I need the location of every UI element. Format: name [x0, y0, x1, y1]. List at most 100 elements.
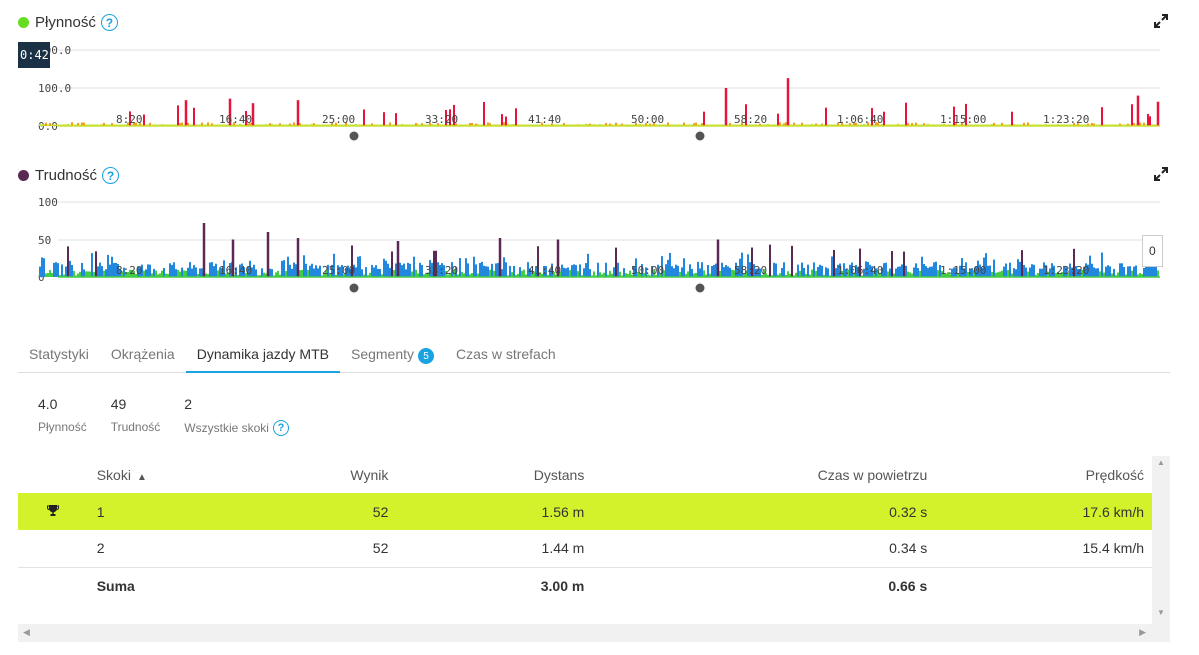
x-tick-label: 1:23:20: [1043, 264, 1089, 277]
summary-value: 2: [184, 396, 193, 412]
series-spikes: [39, 78, 1160, 126]
y-tick-label: 50: [38, 234, 51, 247]
x-tick-label: 16:40: [219, 113, 252, 126]
summary-label-row: Wszystkie skoki ?: [184, 420, 289, 436]
sort-asc-icon: ▲: [136, 471, 147, 483]
y-tick-label: 100.0: [38, 82, 71, 95]
total-row: Suma 3.00 m 0.66 s: [18, 567, 1152, 604]
total-label: Suma: [96, 577, 135, 594]
plynnosc-title-label: Płynność: [35, 14, 96, 31]
help-icon[interactable]: ?: [272, 420, 289, 436]
x-tick-label: 8:20: [116, 113, 143, 126]
summary-label: Wszystkie skoki: [184, 421, 269, 435]
summary-trudnosc: 49 Trudność: [111, 396, 161, 436]
lap-marker-icon[interactable]: [349, 283, 359, 293]
trudnosc-legend-dot: [18, 170, 29, 181]
x-tick-label: 16:40: [219, 264, 252, 277]
plynnosc-chart-title: Płynność ?: [18, 14, 118, 31]
tab-okrazenia[interactable]: Okrążenia: [100, 336, 186, 373]
x-tick-label: 1:06:40: [837, 264, 883, 277]
y-tick-label: 0.0: [38, 120, 58, 133]
tab-label: Segmenty: [350, 346, 415, 362]
lap-marker-icon[interactable]: [695, 283, 705, 293]
header-wynik[interactable]: Wynik: [350, 466, 389, 483]
tab-bar: Statystyki Okrążenia Dynamika jazdy MTB …: [18, 336, 1170, 373]
cell-czas: 0.34 s: [592, 530, 936, 568]
tab-label: Czas w strefach: [456, 346, 556, 362]
cell-predkosc: 15.4 km/h: [935, 530, 1152, 568]
x-tick-label: 33:20: [425, 264, 458, 277]
tab-segmenty[interactable]: Segmenty 5: [340, 336, 445, 373]
scroll-up-icon[interactable]: ▲: [1157, 458, 1165, 467]
cell-dystans: 1.56 m: [396, 493, 593, 530]
mtb-summary: 4.0 Płynność 49 Trudność 2 Wszystkie sko…: [38, 396, 313, 436]
summary-label: Płynność: [38, 420, 87, 434]
x-tick-label: 50:00: [631, 113, 664, 126]
total-predkosc: [935, 567, 1152, 604]
x-tick-label: 41:40: [528, 264, 561, 277]
trudnosc-chart: Trudność ? 100 50 0 8:20 16:40 25:00 33:20 41:4…: [18, 167, 1168, 297]
header-skoki[interactable]: Skoki ▲: [89, 456, 286, 493]
vertical-scrollbar[interactable]: ▲ ▼: [1152, 456, 1170, 642]
table-row[interactable]: 1 52 1.56 m 0.32 s 17.6 km/h: [18, 493, 1152, 530]
time-tooltip: 0:42: [18, 42, 50, 68]
tab-statystyki[interactable]: Statystyki: [18, 336, 100, 373]
table-row[interactable]: 2 52 1.44 m 0.34 s 15.4 km/h: [18, 530, 1152, 568]
summary-value: 4.0: [38, 396, 58, 412]
help-icon[interactable]: ?: [100, 14, 118, 31]
x-tick-label: 50:00: [631, 264, 664, 277]
trudnosc-plot[interactable]: 100 50 0 8:20 16:40 25:00 33:20 41:40 50:00 58:20…: [18, 167, 1168, 297]
empty-icon-cell: [18, 530, 89, 568]
lap-marker-icon[interactable]: [349, 131, 359, 141]
cell-predkosc: 17.6 km/h: [935, 493, 1152, 530]
scroll-down-icon[interactable]: ▼: [1157, 608, 1165, 617]
series-spikes: [39, 223, 1159, 277]
segment-count-badge: 5: [418, 348, 435, 364]
cell-dystans: 1.44 m: [396, 530, 593, 568]
trudnosc-title-label: Trudność: [35, 167, 97, 184]
cell-skoki: 2: [88, 530, 286, 568]
expand-icon[interactable]: [1154, 167, 1168, 181]
plynnosc-legend-dot: [18, 17, 29, 28]
tab-label: Okrążenia: [110, 346, 175, 362]
help-icon[interactable]: ?: [101, 167, 119, 184]
cell-skoki: 1: [88, 493, 286, 530]
header-predkosc[interactable]: Prędkość: [1085, 466, 1144, 483]
x-tick-label: 1:23:20: [1043, 113, 1089, 126]
x-tick-label: 25:00: [322, 113, 355, 126]
horizontal-scrollbar[interactable]: ◀ ▶: [18, 624, 1152, 642]
tab-dynamika-jazdy-mtb[interactable]: Dynamika jazdy MTB: [185, 336, 340, 373]
plynnosc-chart: Płynność ? 200.0 100.0 0.0 8:20 16:40 25:00 33…: [18, 14, 1168, 144]
expand-icon[interactable]: [1154, 14, 1168, 28]
cell-czas: 0.32 s: [592, 493, 936, 530]
x-tick-label: 58:20: [734, 113, 767, 126]
x-tick-label: 1:06:40: [837, 113, 883, 126]
jumps-table: Skoki ▲ Wynik Dystans Czas w powietrzu Pr…: [18, 456, 1152, 604]
x-tick-label: 41:40: [528, 113, 561, 126]
empty-icon-cell: [18, 567, 89, 604]
header-czas[interactable]: Czas w powietrzu: [817, 466, 928, 483]
header-dystans[interactable]: Dystans: [533, 466, 585, 483]
header-label: Skoki: [96, 466, 131, 483]
tab-czas-w-strefach[interactable]: Czas w strefach: [445, 336, 567, 373]
total-wynik: [286, 567, 397, 604]
x-tick-label: 1:15:00: [940, 113, 986, 126]
scroll-left-icon[interactable]: ◀: [23, 627, 30, 637]
scroll-right-icon[interactable]: ▶: [1139, 627, 1146, 637]
lap-marker-icon[interactable]: [695, 131, 705, 141]
tab-label: Statystyki: [29, 346, 89, 362]
header-icon-col: [18, 456, 89, 493]
cell-wynik: 52: [285, 493, 397, 530]
summary-value: 49: [110, 396, 127, 412]
total-dystans: 3.00 m: [540, 577, 585, 594]
summary-label: Trudność: [110, 420, 161, 434]
x-tick-label: 33:20: [425, 113, 458, 126]
y-tick-label: 0: [38, 271, 45, 284]
cell-wynik: 52: [285, 530, 397, 568]
jumps-table-container: Skoki ▲ Wynik Dystans Czas w powietrzu Pr…: [18, 456, 1170, 642]
summary-plynnosc: 4.0 Płynność: [38, 396, 87, 436]
x-tick-label: 8:20: [116, 264, 143, 277]
trophy-icon-cell: [18, 493, 89, 530]
x-tick-label: 1:15:00: [940, 264, 986, 277]
